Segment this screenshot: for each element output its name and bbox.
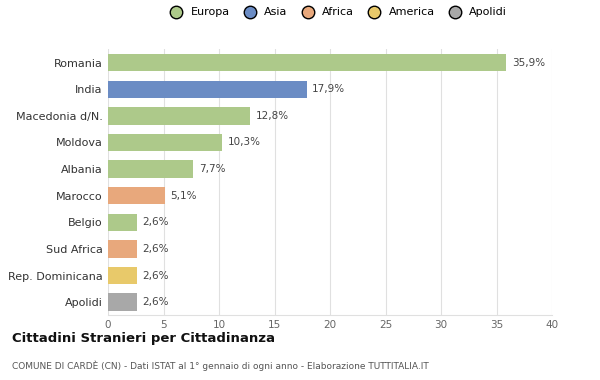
Legend: Europa, Asia, Africa, America, Apolidi: Europa, Asia, Africa, America, Apolidi <box>165 8 507 17</box>
Text: 5,1%: 5,1% <box>170 191 197 201</box>
Bar <box>108 240 137 258</box>
Text: 7,7%: 7,7% <box>199 164 226 174</box>
Bar <box>108 107 250 125</box>
Bar <box>108 214 137 231</box>
Text: 2,6%: 2,6% <box>142 244 169 254</box>
Text: 12,8%: 12,8% <box>256 111 289 121</box>
Bar <box>108 54 506 71</box>
Text: 10,3%: 10,3% <box>228 138 261 147</box>
Bar <box>108 134 223 151</box>
Text: Cittadini Stranieri per Cittadinanza: Cittadini Stranieri per Cittadinanza <box>12 332 275 345</box>
Bar <box>108 160 193 178</box>
Text: 17,9%: 17,9% <box>312 84 346 94</box>
Text: 2,6%: 2,6% <box>142 297 169 307</box>
Bar <box>108 187 164 204</box>
Bar <box>108 267 137 284</box>
Text: 2,6%: 2,6% <box>142 271 169 280</box>
Bar <box>108 81 307 98</box>
Text: 2,6%: 2,6% <box>142 217 169 227</box>
Bar <box>108 293 137 311</box>
Text: 35,9%: 35,9% <box>512 58 545 68</box>
Text: COMUNE DI CARDÈ (CN) - Dati ISTAT al 1° gennaio di ogni anno - Elaborazione TUTT: COMUNE DI CARDÈ (CN) - Dati ISTAT al 1° … <box>12 360 429 370</box>
